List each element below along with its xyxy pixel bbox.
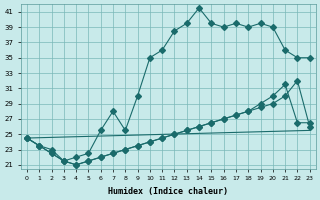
X-axis label: Humidex (Indice chaleur): Humidex (Indice chaleur) [108, 187, 228, 196]
